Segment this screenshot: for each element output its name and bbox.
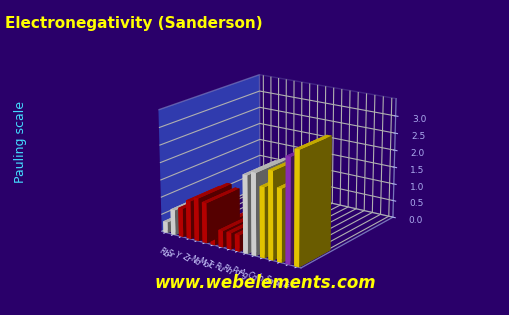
Text: www.webelements.com: www.webelements.com [154, 274, 375, 293]
Text: Electronegativity (Sanderson): Electronegativity (Sanderson) [5, 16, 262, 31]
Text: Pauling scale: Pauling scale [14, 101, 27, 183]
